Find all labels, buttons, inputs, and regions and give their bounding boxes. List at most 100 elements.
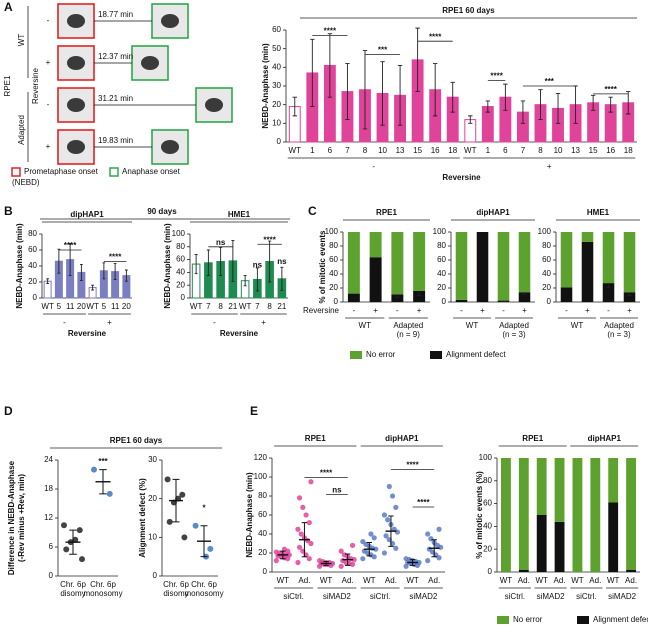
data-point bbox=[428, 536, 434, 542]
legend-label: No error bbox=[513, 615, 543, 624]
data-point bbox=[296, 544, 303, 550]
bar-segment bbox=[369, 257, 382, 302]
data-point bbox=[164, 476, 171, 483]
y-tick-label: 60 bbox=[176, 255, 185, 264]
data-point bbox=[181, 534, 188, 541]
error-bar bbox=[255, 267, 259, 292]
data-point bbox=[425, 531, 431, 537]
error-bar bbox=[124, 269, 128, 282]
data-point bbox=[393, 504, 399, 510]
data-point bbox=[303, 512, 309, 518]
error-bar bbox=[102, 262, 106, 280]
x-tick-label: disomy bbox=[60, 589, 85, 598]
error-bar bbox=[520, 100, 526, 124]
x-tick-label: Ad. bbox=[385, 576, 397, 585]
cell-blob bbox=[141, 56, 159, 70]
legend-label: No error bbox=[366, 350, 396, 359]
y-tick-label: 30 bbox=[272, 81, 281, 90]
data-point bbox=[316, 558, 323, 564]
sd-bar bbox=[344, 553, 351, 566]
data-point bbox=[393, 545, 399, 551]
error-bar bbox=[345, 63, 350, 121]
data-point bbox=[79, 556, 85, 563]
significance-label: **** bbox=[64, 241, 77, 250]
bar-segment bbox=[518, 569, 529, 572]
chart-title: dipHAP1 bbox=[476, 208, 510, 217]
x-tick-label: + bbox=[373, 306, 378, 315]
group-label: - bbox=[372, 162, 375, 171]
error-bar bbox=[113, 263, 117, 281]
y-tick-label: 10 bbox=[272, 118, 281, 127]
x-tick-label: 7 bbox=[255, 302, 260, 311]
y-axis-label: NEBD-Anaphase (min) bbox=[245, 472, 254, 558]
y-tick-label: 40 bbox=[483, 522, 492, 531]
x-tick-label: 5 bbox=[102, 302, 107, 311]
y-tick-label: 20 bbox=[437, 283, 446, 292]
error-bar bbox=[590, 94, 596, 111]
group-label: (n = 3) bbox=[607, 330, 631, 339]
bar-segment bbox=[497, 232, 510, 301]
sd-bar bbox=[323, 561, 329, 566]
error-bar bbox=[327, 33, 333, 98]
chart-title: dipHAP1 bbox=[385, 434, 419, 443]
legend-swatch bbox=[350, 351, 362, 359]
legend-label: Prometaphase onset bbox=[24, 167, 99, 176]
row-label: Reversine bbox=[303, 306, 340, 315]
x-tick-label: WT bbox=[464, 146, 477, 155]
x-tick-label: WT bbox=[363, 576, 376, 585]
data-point bbox=[76, 527, 83, 534]
x-tick-label: Chr. 6p bbox=[90, 580, 116, 589]
y-tick-label: 120 bbox=[254, 453, 268, 462]
y-tick-label: 20 bbox=[148, 494, 157, 503]
y-tick-label: 20 bbox=[542, 283, 551, 292]
y-tick-label: 0 bbox=[153, 571, 158, 580]
x-tick-label: monosomy bbox=[184, 589, 223, 598]
error-bar bbox=[194, 254, 198, 275]
data-point bbox=[360, 556, 366, 562]
significance-label: **** bbox=[604, 85, 617, 94]
significance-label: ns bbox=[332, 486, 342, 495]
cell-blob bbox=[161, 140, 179, 154]
y-tick-label: 30 bbox=[148, 455, 157, 464]
error-bar bbox=[608, 96, 613, 113]
sd-bar bbox=[69, 529, 77, 555]
bar-segment bbox=[554, 521, 565, 572]
bar-segment bbox=[626, 569, 636, 572]
data-point bbox=[385, 517, 391, 523]
error-bar bbox=[206, 249, 210, 277]
legend-swatch bbox=[577, 616, 589, 624]
y-tick-label: 40 bbox=[542, 269, 551, 278]
x-tick-label: 7 bbox=[345, 146, 350, 155]
bar-segment bbox=[391, 294, 404, 302]
cell-blob bbox=[67, 140, 85, 154]
y-tick-label: 100 bbox=[479, 453, 493, 462]
x-tick-label: WT bbox=[535, 576, 548, 585]
bar-segment bbox=[536, 458, 547, 515]
bar-segment bbox=[560, 232, 573, 288]
bar-segment bbox=[455, 299, 468, 302]
data-point bbox=[61, 522, 67, 529]
x-tick-label: WT bbox=[320, 576, 333, 585]
y-tick-label: 60 bbox=[542, 255, 551, 264]
group-title: Reversine bbox=[68, 329, 107, 338]
x-tick-label: 11 bbox=[111, 302, 120, 311]
x-tick-label: WT bbox=[289, 146, 302, 155]
cell-blob bbox=[67, 98, 85, 112]
chart-title: dipHAP1 bbox=[70, 210, 104, 219]
x-tick-label: - bbox=[460, 306, 463, 315]
y-tick-label: 60 bbox=[329, 255, 338, 264]
data-point bbox=[192, 522, 199, 529]
x-tick-label: 13 bbox=[571, 146, 580, 155]
group-label: (n = 9) bbox=[397, 330, 421, 339]
data-point bbox=[436, 526, 442, 532]
y-tick-label: 100 bbox=[172, 229, 186, 238]
chart-title: RPE1 60 days bbox=[110, 436, 163, 445]
group-label: Adapted bbox=[499, 321, 529, 330]
sd-bar bbox=[388, 515, 394, 547]
error-bar bbox=[268, 240, 272, 283]
y-tick-label: 40 bbox=[258, 529, 267, 538]
bar-segment bbox=[626, 458, 636, 570]
group-label: siCtrl. bbox=[505, 592, 525, 601]
data-point bbox=[179, 491, 186, 498]
y-axis-label: % of mitotic events bbox=[318, 230, 327, 303]
